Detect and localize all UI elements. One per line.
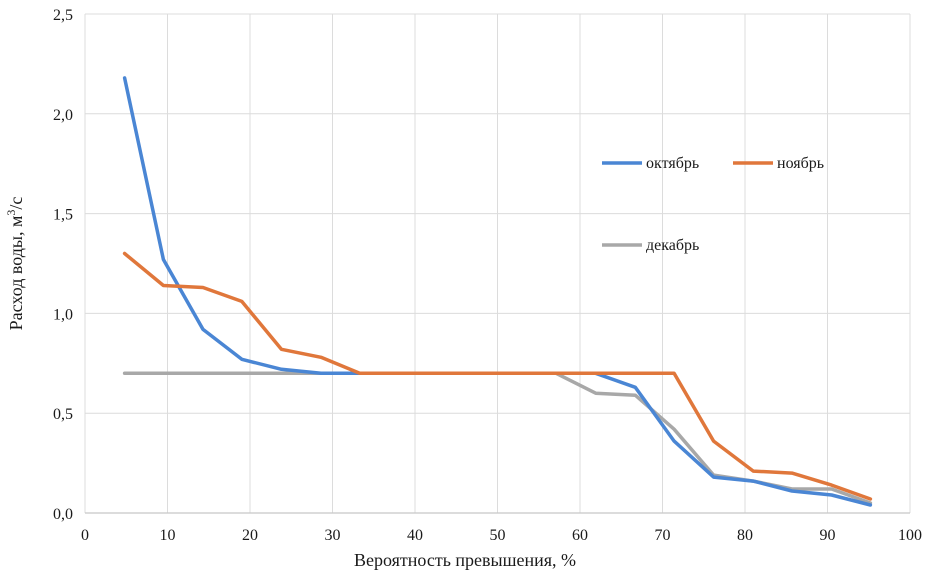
y-tick-label: 2,0: [53, 107, 73, 124]
series-line-2: [122, 251, 873, 501]
y-tick-label: 0,0: [53, 506, 73, 523]
y-axis-title-superscript: 3: [4, 210, 18, 216]
x-tick-label: 0: [81, 527, 89, 544]
x-axis-title: Вероятность превышения, %: [354, 550, 576, 570]
x-tick-label: 50: [490, 527, 506, 544]
y-tick-label: 2,5: [53, 7, 73, 24]
x-tick-label: 30: [325, 527, 341, 544]
x-tick-label: 10: [160, 527, 176, 544]
legend: октябрь ноябрь декабрь: [602, 155, 824, 254]
y-axis-title: Расход воды, м3/с: [4, 197, 26, 331]
y-tick-label: 0,5: [53, 406, 73, 423]
legend-label: ноябрь: [777, 155, 824, 172]
series-lines: [122, 76, 873, 507]
legend-label: октябрь: [646, 155, 699, 172]
x-tick-label: 20: [242, 527, 258, 544]
x-tick-label: 80: [737, 527, 753, 544]
y-tick-label: 1,5: [53, 207, 73, 224]
y-axis-title-main: Расход воды, м: [6, 216, 26, 331]
x-tick-label: 100: [898, 527, 922, 544]
x-tick-label: 70: [655, 527, 671, 544]
y-axis-title-tail: /с: [6, 197, 26, 210]
x-tick-label: 60: [572, 527, 588, 544]
axes: 0,0 0,5 1,0 1,5 2,0 2,5 0 10 20 30 40 50 60 70 80 90 100: [53, 7, 922, 544]
x-tick-label: 40: [407, 527, 423, 544]
x-tick-label: 90: [820, 527, 836, 544]
legend-label: декабрь: [646, 237, 699, 254]
y-tick-label: 1,0: [53, 306, 73, 323]
grid-lines: [84, 13, 911, 514]
